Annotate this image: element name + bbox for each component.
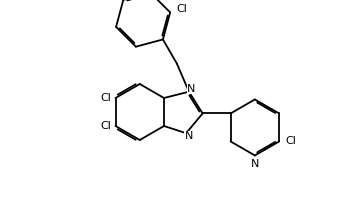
Text: Cl: Cl — [101, 121, 112, 131]
Text: N: N — [187, 84, 196, 94]
Text: Cl: Cl — [101, 93, 112, 103]
Text: N: N — [251, 160, 259, 169]
Text: Cl: Cl — [285, 136, 296, 147]
Text: N: N — [184, 131, 193, 141]
Text: Cl: Cl — [176, 4, 187, 14]
